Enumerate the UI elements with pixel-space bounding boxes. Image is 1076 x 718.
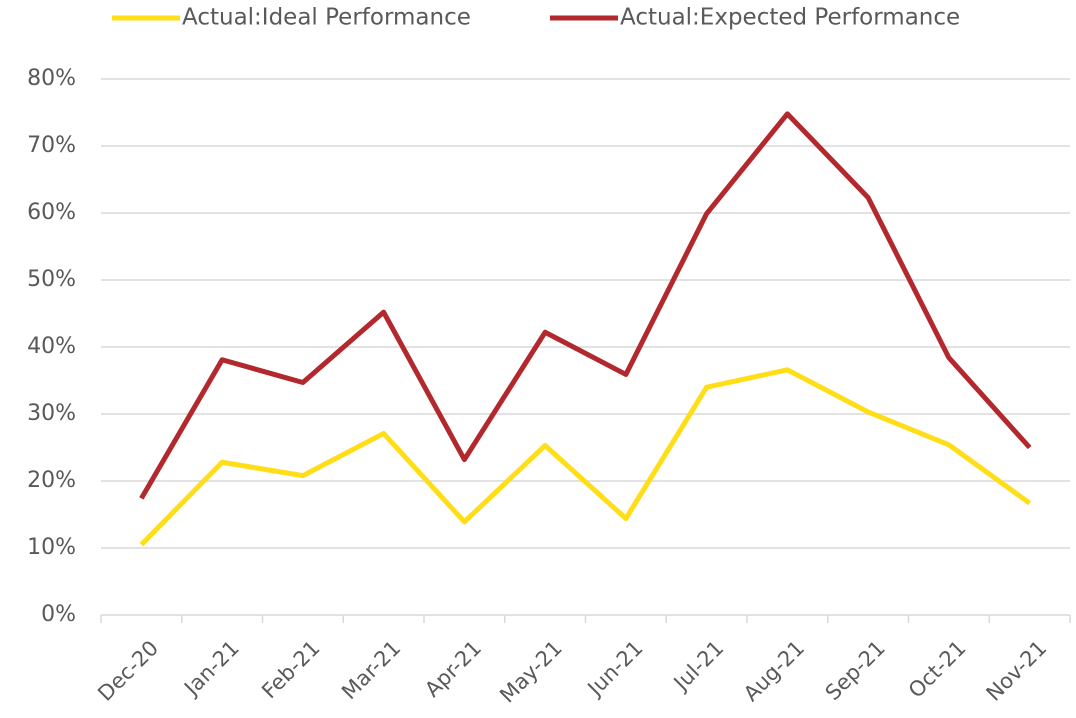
x-tick-label: Jun-21 bbox=[582, 636, 648, 702]
y-tick-label: 10% bbox=[27, 535, 76, 560]
x-tick-label: Dec-20 bbox=[93, 636, 163, 706]
y-tick-label: 70% bbox=[27, 133, 76, 158]
legend-label: Actual:Ideal Performance bbox=[182, 5, 471, 31]
y-tick-label: 20% bbox=[27, 468, 76, 493]
x-tick-label: Apr-21 bbox=[420, 636, 486, 702]
y-tick-label: 0% bbox=[41, 602, 76, 627]
line-series bbox=[139, 367, 1032, 547]
y-tick-label: 80% bbox=[27, 66, 76, 91]
y-tick-label: 40% bbox=[27, 334, 76, 359]
x-tick-label: Jan-21 bbox=[178, 636, 244, 702]
x-tick-label: Sep-21 bbox=[821, 636, 890, 705]
legend-label: Actual:Expected Performance bbox=[620, 5, 960, 31]
x-tick-label: Feb-21 bbox=[257, 636, 325, 704]
y-tick-label: 60% bbox=[27, 200, 76, 225]
x-tick-label: May-21 bbox=[495, 636, 567, 708]
y-tick-label: 30% bbox=[27, 401, 76, 426]
line-series bbox=[139, 111, 1032, 500]
x-tick-label: Mar-21 bbox=[337, 636, 405, 704]
x-tick-label: Oct-21 bbox=[904, 636, 971, 703]
x-tick-label: Aug-21 bbox=[739, 636, 809, 706]
x-tick-label: Nov-21 bbox=[982, 636, 1052, 706]
x-tick-label: Jul-21 bbox=[668, 636, 729, 697]
y-tick-label: 50% bbox=[27, 267, 76, 292]
